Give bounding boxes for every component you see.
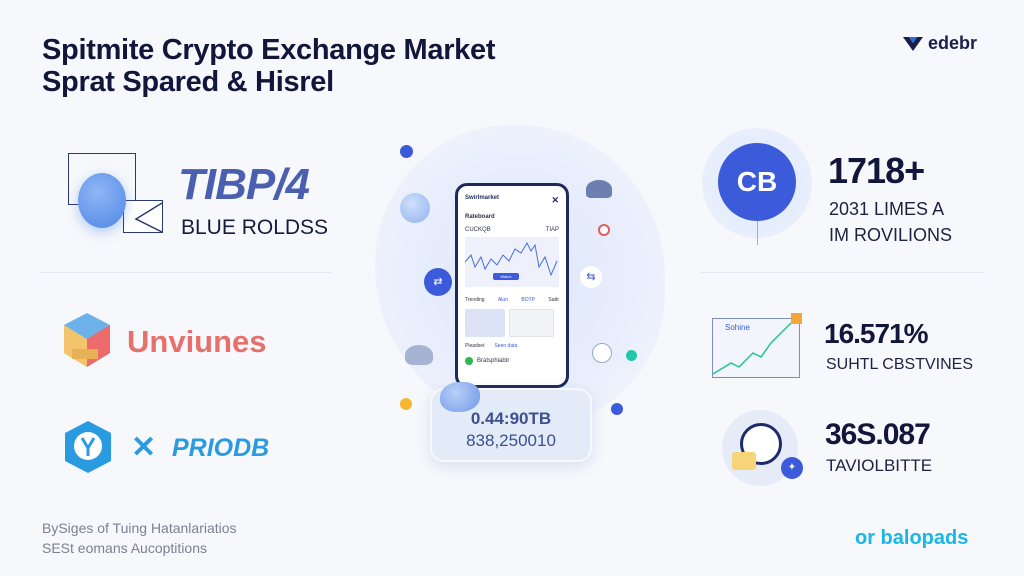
price-chart: Watch [464, 237, 559, 287]
x-logo-icon: ✕ [131, 431, 157, 464]
tab-botp[interactable]: BOTP [521, 297, 536, 303]
unviunes-logo-text: Unviunes [127, 324, 267, 359]
promo-card[interactable] [465, 309, 505, 337]
brand-name: edebr [928, 33, 978, 53]
divider [700, 272, 985, 273]
card-line-1: 0.44:90TB [470, 409, 552, 428]
phone-mockup[interactable]: Swirlmarket ✕ Rateboard CUCKQB TIAP Watc… [455, 183, 569, 388]
pair-label: CUCKQB [465, 227, 491, 233]
stat-label-line-1: 2031 LIMES A [829, 199, 945, 219]
coin-icon [740, 423, 782, 465]
title-line-2: Sprat Spared & Hisrel [42, 66, 334, 98]
chat-bubble-icon [68, 153, 168, 238]
chart-icon-label: Sohine [725, 323, 750, 332]
exchange-icon: ⇄ [424, 268, 452, 296]
shield-logo-icon [65, 421, 111, 473]
decor-dot [611, 403, 623, 415]
alert-icon [598, 224, 610, 236]
stat-label-cb: 2031 LIMES A IM ROVILIONS [829, 196, 952, 248]
cloud-icon-2 [405, 345, 433, 365]
pair-price: TIAP [545, 227, 559, 233]
stat-label-line-2: IM ROVILIONS [829, 225, 953, 245]
footer-cta-link[interactable]: or balopads [855, 527, 969, 549]
decor-dot [626, 350, 637, 361]
priodb-logo-text: PRIODB [172, 434, 270, 462]
token-icon [465, 357, 473, 365]
cloud-icon [586, 180, 612, 198]
stat-value-cb: 1718+ [828, 150, 925, 191]
growth-chart-icon: Sohine [712, 313, 802, 378]
tab-alun[interactable]: Alun [497, 297, 508, 303]
wallet-icon [732, 452, 756, 470]
page-title: Spitmite Crypto Exchange Market Sprat Sp… [42, 34, 496, 98]
list-label: Pleadset [465, 343, 485, 349]
card-line-2: 838,250010 [466, 431, 556, 450]
list-link[interactable]: Seen data [494, 343, 518, 349]
cb-badge: CB [718, 143, 796, 221]
coin-dot [400, 398, 412, 410]
stat-value-3: 36S.087 [825, 418, 931, 451]
swap-icon: ⇆ [580, 266, 602, 288]
app-name: Swirlmarket [465, 195, 500, 201]
connector-line [757, 220, 758, 245]
unviunes-logo-icon [64, 313, 110, 367]
close-icon[interactable]: ✕ [551, 195, 559, 205]
tab-trending[interactable]: Trending [465, 297, 485, 303]
tab-sattr[interactable]: Sattr [548, 297, 559, 303]
stat-value-percent: 16.571% [824, 318, 929, 349]
decor-dot [400, 145, 413, 158]
brand-icon [903, 36, 923, 51]
barcode-card[interactable] [509, 309, 554, 337]
divider [40, 272, 332, 273]
balance-card: 0.44:90TB 838,250010 [430, 388, 592, 462]
stat-label-3: TAVIOLBITTE [826, 456, 933, 475]
footer-line-1: BySiges of Tuing Hatanlariatios [42, 520, 237, 536]
phone-section: Rateboard [465, 214, 495, 220]
list-item[interactable]: Bratsphiabtr [458, 353, 566, 369]
title-line-1: Spitmite Crypto Exchange Market [42, 34, 496, 66]
bubble-icon [400, 193, 430, 223]
footer-text: BySiges of Tuing Hatanlariatios SESt eom… [42, 518, 237, 558]
ribbon-icon [440, 382, 480, 412]
brand-logo[interactable]: edebr [902, 33, 977, 54]
list-item-name: Bratsphiabtr [477, 358, 510, 364]
footer-line-2: SESt eomans Aucoptitions [42, 540, 207, 556]
stat-value-1: TIBP/4 [178, 160, 310, 209]
clock-icon [592, 343, 612, 363]
flag-icon [791, 313, 802, 324]
sparkle-icon: ✦ [781, 457, 803, 479]
watch-button[interactable]: Watch [493, 273, 519, 280]
stat-label-1: BLUE ROLDSS [181, 216, 329, 239]
stat-label-percent: SUHTL CBSTVINES [826, 356, 973, 373]
